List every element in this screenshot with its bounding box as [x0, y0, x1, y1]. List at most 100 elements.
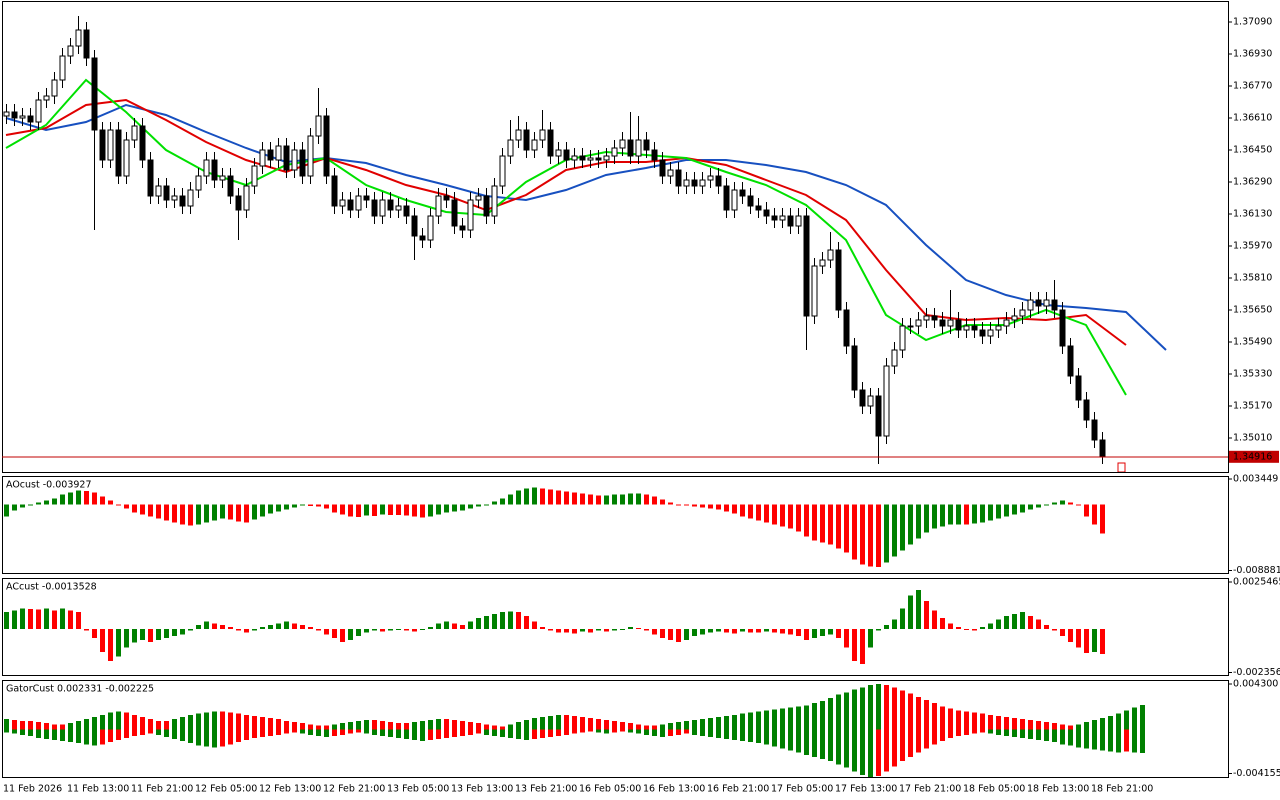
gator-bar: [708, 729, 713, 737]
candle-body: [483, 195, 490, 217]
gator-bar: [388, 722, 393, 730]
histogram-bar: [788, 504, 793, 529]
gator-bar: [508, 729, 513, 738]
gator-bar: [612, 729, 617, 733]
gator-bar: [620, 729, 625, 732]
candle-body: [51, 79, 58, 97]
histogram-bar: [492, 614, 497, 629]
histogram-bar: [836, 628, 841, 639]
gator-bar: [636, 729, 641, 734]
gator-bar: [1124, 729, 1129, 752]
histogram-bar: [580, 493, 585, 505]
histogram-bar: [668, 628, 673, 640]
gator-bar: [1076, 724, 1081, 730]
histogram-bar: [876, 504, 881, 568]
histogram-bar: [972, 504, 977, 524]
gator-bar: [60, 724, 65, 730]
gator-bar: [348, 729, 353, 734]
candle-body: [971, 325, 978, 331]
histogram-bar: [460, 625, 465, 629]
y-tick-label: 0.0025465: [1233, 576, 1280, 587]
histogram-bar: [340, 628, 345, 642]
histogram-bar: [332, 628, 337, 639]
histogram-bar: [628, 493, 633, 505]
histogram-bar: [636, 627, 641, 629]
histogram-bar: [396, 628, 401, 630]
gator-bar: [12, 720, 17, 730]
histogram-bar: [164, 504, 169, 521]
histogram-bar: [940, 617, 945, 629]
gator-bar: [332, 724, 337, 730]
gator-bar: [676, 729, 681, 735]
histogram-bar: [852, 504, 857, 560]
gator-bar: [436, 718, 441, 730]
histogram-bar: [564, 628, 569, 633]
histogram-bar: [444, 621, 449, 629]
histogram-bar: [900, 608, 905, 629]
histogram-bar: [1004, 504, 1009, 517]
y-tick-label: 1.37090: [1233, 17, 1272, 28]
histogram-bar: [372, 504, 377, 516]
gator-bar: [4, 729, 9, 733]
candle-body: [243, 185, 250, 211]
histogram-bar: [148, 504, 153, 517]
candle-body: [595, 157, 602, 161]
histogram-bar: [812, 628, 817, 639]
histogram-bar: [844, 628, 849, 648]
gator-bar: [1068, 725, 1073, 730]
gator-bar: [756, 711, 761, 730]
gator-bar: [324, 729, 329, 737]
gator-bar: [620, 722, 625, 730]
histogram-bar: [956, 504, 961, 525]
gator-bar: [228, 729, 233, 745]
gator-bar: [1028, 720, 1033, 730]
candle-body: [523, 129, 530, 151]
histogram-bar: [580, 628, 585, 632]
histogram-bar: [868, 504, 873, 567]
histogram-bar: [348, 504, 353, 517]
histogram-bar: [692, 504, 697, 507]
gator-bar: [340, 729, 345, 735]
histogram-bar: [116, 628, 121, 657]
gator-bar: [564, 729, 569, 735]
histogram-bar: [460, 504, 465, 511]
histogram-bar: [68, 492, 73, 505]
histogram-bar: [724, 504, 729, 512]
candle-body: [403, 205, 410, 217]
histogram-bar: [156, 504, 161, 519]
candle-body: [907, 325, 914, 328]
candle-body: [691, 179, 698, 187]
candle-body: [771, 215, 778, 221]
gator-bar: [268, 729, 273, 736]
histogram-bar: [228, 627, 233, 629]
gator-bar: [172, 718, 177, 730]
histogram-bar: [604, 628, 609, 632]
candle-body: [147, 159, 154, 197]
gator-bar: [1068, 729, 1073, 746]
histogram-bar: [468, 504, 473, 509]
gator-bar: [452, 720, 457, 730]
candle-body: [75, 29, 82, 47]
gator-bar: [388, 729, 393, 737]
gator-bar: [44, 723, 49, 730]
histogram-bar: [196, 504, 201, 525]
histogram-bar: [764, 628, 769, 632]
histogram-bar: [692, 628, 697, 637]
gator-bar: [1020, 729, 1025, 738]
histogram-bar: [36, 502, 41, 505]
histogram-bar: [596, 495, 601, 505]
gator-bar: [164, 729, 169, 737]
histogram-bar: [20, 504, 25, 508]
gator-bar: [204, 729, 209, 747]
candle-body: [795, 215, 802, 227]
y-tick-label: 0.004300: [1233, 679, 1278, 690]
histogram-bar: [68, 610, 73, 629]
x-tick-label: 18 Feb 05:00: [963, 784, 1025, 795]
gator-bar: [100, 729, 105, 745]
gator-bar: [956, 729, 961, 736]
y-tick-label: -0.008881: [1233, 565, 1280, 576]
gator-bar: [492, 729, 497, 736]
gator-bar: [20, 721, 25, 730]
histogram-bar: [652, 496, 657, 505]
candle-body: [227, 175, 234, 197]
